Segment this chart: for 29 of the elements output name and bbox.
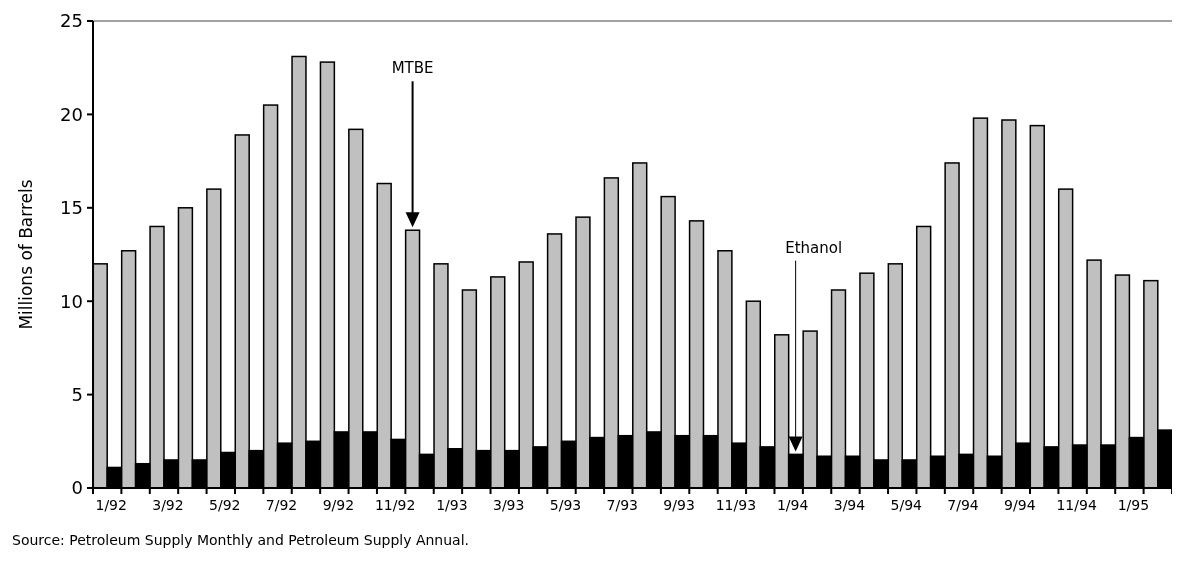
- x-tick-label: 7/92: [265, 497, 298, 513]
- y-tick-label: 5: [71, 383, 83, 405]
- x-tick-label: 3/93: [493, 497, 525, 513]
- annotation: MTBE: [391, 59, 434, 78]
- x-tick-label: 11/92: [374, 497, 416, 513]
- x-tick-label: 5/92: [209, 497, 241, 513]
- y-tick-label: 25: [60, 10, 83, 32]
- x-tick-label: 3/92: [152, 497, 184, 513]
- x-tick-label: 9/94: [1004, 497, 1036, 513]
- x-tick-label: 7/94: [947, 497, 979, 513]
- x-tick-label: 1/92: [95, 497, 127, 513]
- y-axis-title: Millions of Barrels: [16, 179, 36, 330]
- x-tick-label: 11/93: [715, 497, 757, 513]
- annotation: Ethanol: [785, 238, 843, 257]
- x-tick-label: 5/93: [549, 497, 582, 513]
- y-tick-label: 15: [60, 197, 83, 219]
- x-tick-label: 1/94: [776, 497, 809, 513]
- x-tick-label: 11/94: [1056, 497, 1097, 513]
- y-tick-label: 10: [60, 290, 83, 312]
- source-note: Source: Petroleum Supply Monthly and Petroleum Supply Annual.: [12, 532, 470, 548]
- x-tick-label: 7/93: [606, 497, 639, 513]
- y-tick-label: 20: [60, 103, 83, 125]
- x-tick-label: 1/95: [1117, 497, 1150, 513]
- x-tick-label: 1/93: [436, 497, 468, 513]
- x-tick-label: 5/94: [890, 497, 923, 513]
- x-tick-label: 3/94: [833, 497, 866, 513]
- x-tick-label: 9/92: [322, 497, 355, 513]
- x-tick-label: 9/93: [663, 497, 695, 513]
- y-tick-label: 0: [71, 477, 83, 499]
